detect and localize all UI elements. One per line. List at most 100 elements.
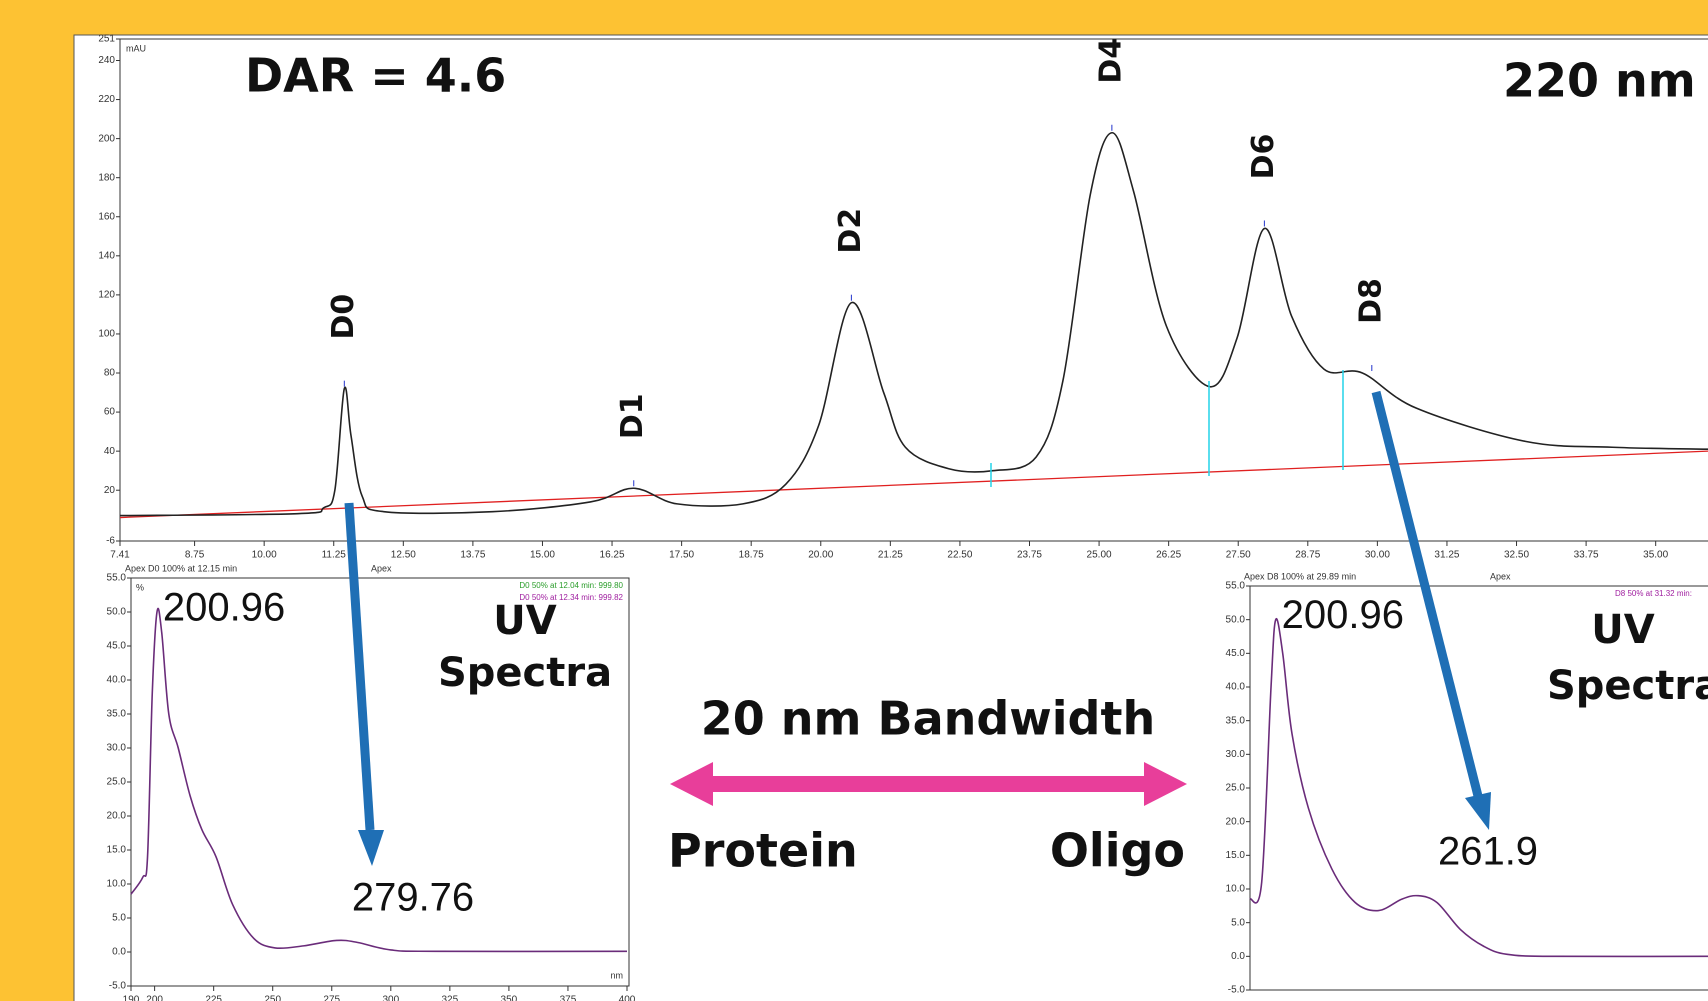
inset-title: UV bbox=[493, 598, 556, 644]
x-tick-label: 12.50 bbox=[391, 550, 416, 561]
plot-frame bbox=[130, 577, 630, 987]
x-tick-label: 225 bbox=[205, 995, 222, 1001]
arrow-head bbox=[670, 762, 713, 806]
y-tick-label: 15.0 bbox=[1226, 850, 1246, 861]
peak-wavelength: 261.9 bbox=[1438, 829, 1538, 873]
y-tick-label: 40.0 bbox=[1226, 682, 1246, 693]
y-tick-label: 80 bbox=[104, 368, 116, 379]
y-tick-label: 55.0 bbox=[107, 573, 127, 584]
y-tick-label: -5.0 bbox=[1228, 985, 1246, 996]
inset-subtitle: Spectra bbox=[438, 650, 612, 696]
y-tick-label: 35.0 bbox=[107, 709, 127, 720]
x-tick-label: 7.41 bbox=[110, 550, 130, 561]
protein-label: Protein bbox=[668, 824, 858, 878]
arrow-shaft bbox=[705, 776, 1145, 792]
trace bbox=[119, 131, 1708, 517]
x-tick-label: 21.25 bbox=[878, 550, 903, 561]
inset-header-right: Apex bbox=[371, 563, 392, 573]
x-tick-label: 22.50 bbox=[947, 550, 972, 561]
x-tick-label: 18.75 bbox=[739, 550, 764, 561]
y-tick-label: 140 bbox=[98, 250, 115, 261]
y-tick-label: 25.0 bbox=[107, 777, 127, 788]
y-tick-label: 15.0 bbox=[107, 845, 127, 856]
y-tick-label: 30.0 bbox=[1226, 749, 1246, 760]
peak-label: D2 bbox=[833, 208, 868, 254]
y-tick-label: 50.0 bbox=[1226, 614, 1246, 625]
bandwidth-title: 20 nm Bandwidth bbox=[701, 692, 1155, 746]
y-tick-label: -5.0 bbox=[109, 981, 127, 992]
inset-subtitle: Spectra bbox=[1547, 663, 1708, 709]
trace bbox=[130, 607, 628, 953]
x-tick-label: 32.50 bbox=[1504, 550, 1529, 561]
x-tick-label: 17.50 bbox=[669, 550, 694, 561]
y-tick-label: 50.0 bbox=[107, 607, 127, 618]
inset-header: Apex D8 100% at 29.89 min bbox=[1244, 571, 1356, 581]
x-tick-label: 375 bbox=[560, 995, 577, 1001]
y-tick-label: -6 bbox=[106, 536, 115, 547]
peak-label: D8 bbox=[1353, 278, 1388, 324]
y-tick-label: 200 bbox=[98, 133, 115, 144]
x-tick-label: 200 bbox=[146, 995, 163, 1001]
legend-entry: D8 50% at 31.32 min: bbox=[1615, 589, 1692, 598]
y-axis-label: mAU bbox=[126, 43, 146, 53]
peak-label: D6 bbox=[1246, 134, 1281, 180]
y-tick-label: 55.0 bbox=[1226, 581, 1246, 592]
legend-entry: D0 50% at 12.34 min: 999.82 bbox=[519, 593, 623, 602]
x-axis-label: nm bbox=[610, 970, 623, 980]
x-tick-label: 30.00 bbox=[1365, 550, 1390, 561]
inset-header-right: Apex bbox=[1490, 571, 1511, 581]
y-tick-label: 45.0 bbox=[107, 641, 127, 652]
arrow-shaft bbox=[344, 502, 375, 831]
y-tick-label: 0.0 bbox=[112, 947, 126, 958]
x-tick-label: 35.00 bbox=[1643, 550, 1668, 561]
y-tick-label: 5.0 bbox=[112, 913, 126, 924]
plot-frame bbox=[119, 38, 1708, 542]
x-tick-label: 11.25 bbox=[322, 550, 347, 561]
arrow-shaft bbox=[1371, 390, 1483, 798]
x-tick-label: 190 bbox=[123, 995, 140, 1001]
x-tick-label: 8.75 bbox=[185, 550, 205, 561]
y-tick-label: 180 bbox=[98, 172, 115, 183]
y-tick-label: 5.0 bbox=[1231, 917, 1245, 928]
y-tick-label: 20.0 bbox=[107, 811, 127, 822]
oligo-label: Oligo bbox=[1050, 824, 1185, 878]
x-tick-label: 23.75 bbox=[1017, 550, 1042, 561]
pointer-arrows bbox=[344, 390, 1491, 866]
y-tick-label: 251 bbox=[98, 34, 115, 45]
x-tick-label: 13.75 bbox=[460, 550, 485, 561]
y-tick-label: 40.0 bbox=[107, 675, 127, 686]
x-tick-label: 28.75 bbox=[1295, 550, 1320, 561]
y-tick-label: 0.0 bbox=[1231, 951, 1245, 962]
x-tick-label: 300 bbox=[382, 995, 399, 1001]
chart-subtitle: 220 nm bbox=[1503, 54, 1696, 108]
y-tick-label: 240 bbox=[98, 55, 115, 66]
y-axis-label: % bbox=[136, 582, 144, 592]
peak-label: D0 bbox=[326, 294, 361, 340]
x-tick-label: 27.50 bbox=[1226, 550, 1251, 561]
y-tick-label: 120 bbox=[98, 290, 115, 301]
x-tick-label: 25.00 bbox=[1087, 550, 1112, 561]
y-tick-label: 40 bbox=[104, 446, 116, 457]
baseline bbox=[119, 450, 1708, 519]
x-tick-label: 10.00 bbox=[252, 550, 277, 561]
x-tick-label: 16.25 bbox=[600, 550, 625, 561]
y-tick-label: 20 bbox=[104, 485, 116, 496]
peak-label: D4 bbox=[1093, 38, 1128, 84]
y-tick-label: 10.0 bbox=[107, 879, 127, 890]
y-tick-label: 100 bbox=[98, 329, 115, 340]
arrow-head bbox=[1144, 762, 1187, 806]
peak-wavelength: 200.96 bbox=[163, 586, 285, 630]
peak-wavelength: 200.96 bbox=[1282, 593, 1404, 637]
y-tick-label: 45.0 bbox=[1226, 648, 1246, 659]
x-tick-label: 33.75 bbox=[1574, 550, 1599, 561]
y-tick-label: 10.0 bbox=[1226, 884, 1246, 895]
arrow-head bbox=[358, 830, 384, 866]
peak-label: D1 bbox=[615, 393, 650, 439]
x-tick-label: 250 bbox=[264, 995, 281, 1001]
inset-title: UV bbox=[1591, 607, 1654, 653]
double-arrow bbox=[670, 762, 1187, 806]
y-tick-label: 25.0 bbox=[1226, 783, 1246, 794]
x-tick-label: 15.00 bbox=[530, 550, 555, 561]
